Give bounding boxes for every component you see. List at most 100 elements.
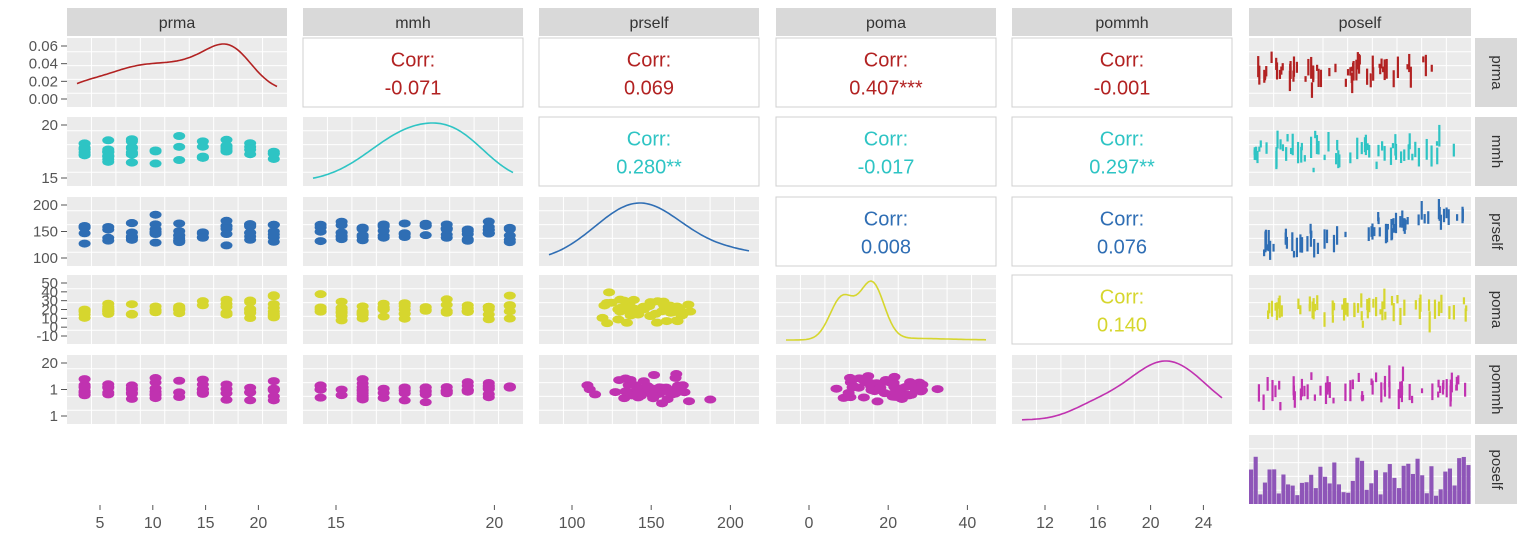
x-tick-label-prself: 200: [717, 515, 744, 532]
scatter-point: [931, 385, 944, 394]
strip-mark: [1269, 240, 1272, 260]
strip-mark: [1392, 303, 1395, 322]
corr-label: Corr:: [1100, 129, 1144, 151]
corr-label: Corr:: [864, 50, 908, 72]
strip-mark: [1272, 243, 1275, 252]
scatter-point: [871, 397, 884, 406]
corr-value: 0.297**: [1089, 157, 1155, 179]
strip-mark: [1255, 146, 1258, 156]
strip-mark: [1292, 250, 1296, 258]
strip-mark: [1312, 167, 1315, 173]
scatter-point: [314, 237, 327, 246]
scatter-point: [78, 139, 91, 148]
strip-top-bg: [1012, 8, 1232, 36]
scatter-point: [398, 229, 411, 238]
strip-mark: [1323, 312, 1326, 327]
scatter-point: [482, 315, 495, 324]
histogram-bar: [1290, 485, 1295, 504]
scatter-point: [651, 318, 664, 327]
strip-mark: [1394, 134, 1397, 156]
corr-value: 0.008: [861, 237, 911, 259]
strip-mark: [1289, 66, 1292, 79]
scatter-point: [683, 397, 696, 406]
scatter-point: [856, 375, 869, 384]
density-curve-pommh: [1021, 360, 1223, 421]
strip-mark: [1401, 366, 1405, 382]
scatter-point: [125, 144, 138, 153]
strip-mark: [1342, 305, 1346, 321]
strip-mark: [1259, 140, 1262, 148]
corr-value: 0.140: [1097, 315, 1147, 337]
strip-mark: [1328, 67, 1331, 77]
strip-mark: [1346, 69, 1350, 76]
strip-mark: [1409, 66, 1412, 88]
y-tick-label-poma: 50: [41, 275, 58, 292]
scatter-point: [482, 393, 495, 402]
histogram-bar: [1424, 493, 1429, 504]
histogram-bar: [1378, 494, 1383, 504]
scatter-point: [335, 391, 348, 400]
panel-bg: [1249, 197, 1471, 266]
strip-mark: [1439, 214, 1443, 230]
strip-mark: [1319, 385, 1322, 396]
histogram-bar: [1434, 495, 1439, 504]
panel-bg: [539, 197, 759, 266]
strip-mark: [1417, 147, 1420, 167]
strip-mark: [1399, 216, 1402, 228]
strip-mark: [1462, 297, 1466, 305]
strip-mark: [1265, 66, 1268, 77]
scatter-point: [627, 295, 640, 304]
scatter-point: [78, 223, 91, 232]
strip-mark: [1280, 305, 1283, 317]
strip-mark: [1316, 64, 1319, 71]
strip-mark: [1278, 295, 1281, 312]
panel-bg: [538, 37, 760, 108]
panel-bg: [1249, 355, 1471, 424]
strip-mark: [1344, 78, 1347, 87]
strip-mark: [1371, 55, 1374, 73]
scatter-point: [267, 377, 280, 386]
strip-mark: [1285, 147, 1288, 161]
scatter-point: [601, 319, 614, 328]
strip-mark: [1337, 150, 1340, 169]
scatter-point: [267, 313, 280, 322]
strip-mark: [1452, 305, 1455, 320]
histogram-bar: [1410, 473, 1415, 504]
scatter-point: [220, 380, 233, 389]
strip-mark: [1266, 377, 1269, 391]
strip-right-bg: [1475, 355, 1517, 424]
x-tick-label-pommh: 24: [1195, 515, 1213, 532]
scatter-point: [461, 381, 474, 390]
scatter-point: [125, 310, 138, 319]
strip-mark: [1253, 149, 1256, 155]
histogram-bar: [1392, 477, 1397, 504]
histogram-bar: [1397, 488, 1402, 504]
corr-value: -0.071: [385, 78, 442, 100]
strip-top-label-poself: poself: [1339, 15, 1382, 32]
scatter-point: [503, 291, 516, 300]
strip-mark: [1410, 395, 1414, 404]
histogram-bar: [1281, 474, 1286, 504]
strip-mark: [1292, 385, 1295, 401]
strip-mark: [1271, 379, 1274, 402]
scatter-point: [244, 298, 257, 307]
scatter-point: [220, 308, 233, 317]
scatter-point: [267, 291, 280, 300]
strip-mark: [1319, 69, 1323, 88]
x-tick-label-prma: 5: [96, 515, 105, 532]
y-tick-label-poma: 10: [41, 310, 58, 327]
strip-mark: [1276, 130, 1279, 149]
panel-bg: [775, 37, 997, 108]
scatter-point: [125, 219, 138, 228]
corr-label: Corr:: [864, 129, 908, 151]
scatter-point: [267, 149, 280, 158]
scatter-point: [78, 383, 91, 392]
scatter-point: [598, 301, 611, 310]
scatter-point: [314, 385, 327, 394]
strip-mark: [1386, 223, 1389, 230]
histogram-bar: [1364, 489, 1369, 504]
strip-mark: [1407, 144, 1410, 160]
strip-mark: [1366, 68, 1369, 85]
strip-top-bg: [303, 8, 523, 36]
scatter-point: [879, 375, 892, 384]
